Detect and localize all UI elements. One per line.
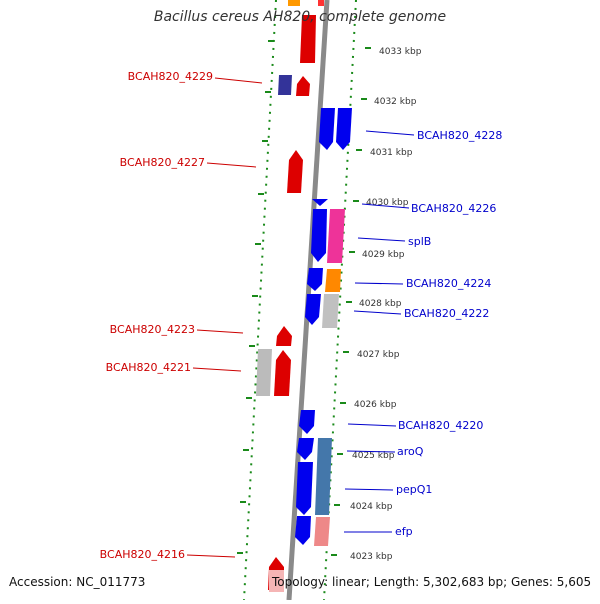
topology-text: Topology: linear; Length: 5,302,683 bp; … bbox=[272, 575, 592, 589]
gene-arrow[interactable] bbox=[327, 209, 345, 263]
kbp-tick-labels: 4033 kbp 4032 kbp 4031 kbp 4030 kbp 4029… bbox=[350, 47, 422, 562]
kbp-tick-label: 4031 kbp bbox=[370, 148, 413, 158]
kbp-tick-label: 4029 kbp bbox=[362, 250, 405, 260]
gene-arrow[interactable] bbox=[307, 268, 323, 291]
gene-label[interactable]: pepQ1 bbox=[396, 483, 432, 496]
kbp-tick-label: 4025 kbp bbox=[352, 451, 395, 461]
gene-arrow[interactable] bbox=[300, 15, 316, 63]
gene-arrow[interactable] bbox=[295, 516, 311, 545]
kbp-tick-label: 4023 kbp bbox=[350, 552, 393, 562]
genome-title: Bacillus cereus AH820, complete genome bbox=[153, 9, 447, 25]
right-leader-lines bbox=[344, 130, 415, 533]
accession-text: Accession: NC_011773 bbox=[9, 575, 146, 589]
gene-arrow[interactable] bbox=[315, 438, 332, 515]
gene-label[interactable]: splB bbox=[408, 235, 431, 248]
gene-label[interactable]: BCAH820_4216 bbox=[100, 548, 185, 561]
gene-arrow[interactable] bbox=[269, 570, 284, 592]
gene-arrow[interactable] bbox=[287, 150, 303, 193]
gene-arrow[interactable] bbox=[296, 462, 313, 515]
kbp-tick-label: 4027 kbp bbox=[357, 350, 400, 360]
kbp-tick-label: 4033 kbp bbox=[379, 47, 422, 57]
gene-arrow[interactable] bbox=[314, 517, 330, 546]
left-gene-labels: BCAH820_4229 BCAH820_4227 BCAH820_4223 B… bbox=[100, 70, 213, 561]
gene-arrow[interactable] bbox=[336, 108, 352, 150]
gene-label[interactable]: BCAH820_4222 bbox=[404, 307, 489, 320]
gene-label[interactable]: BCAH820_4229 bbox=[128, 70, 213, 83]
gene-label[interactable]: BCAH820_4220 bbox=[398, 419, 483, 432]
kbp-tick-label: 4032 kbp bbox=[374, 97, 417, 107]
right-gene-labels: BCAH820_4228 BCAH820_4226 splB BCAH820_4… bbox=[395, 129, 502, 538]
left-strand-guide bbox=[243, 0, 277, 601]
gene-arrow[interactable] bbox=[276, 326, 292, 346]
gene-arrow[interactable] bbox=[278, 75, 292, 95]
gene-arrow[interactable] bbox=[305, 294, 321, 325]
gene-arrow[interactable] bbox=[297, 438, 314, 460]
gene-arrow[interactable] bbox=[256, 349, 272, 396]
gene-label[interactable]: BCAH820_4221 bbox=[106, 361, 191, 374]
gene-arrow[interactable] bbox=[288, 0, 300, 6]
gene-arrow[interactable] bbox=[325, 269, 341, 292]
kbp-tick-label: 4028 kbp bbox=[359, 299, 402, 309]
reverse-genes bbox=[295, 108, 352, 546]
forward-genes bbox=[256, 0, 324, 592]
gene-arrow[interactable] bbox=[318, 0, 324, 6]
gene-label[interactable]: BCAH820_4223 bbox=[110, 323, 195, 336]
gene-arrow[interactable] bbox=[311, 209, 327, 262]
gene-label[interactable]: efp bbox=[395, 525, 413, 538]
gene-arrow[interactable] bbox=[296, 76, 310, 96]
left-tick-marks bbox=[237, 40, 274, 554]
kbp-tick-label: 4026 kbp bbox=[354, 400, 397, 410]
left-leader-lines bbox=[186, 77, 263, 558]
gene-arrow[interactable] bbox=[322, 294, 339, 328]
kbp-tick-label: 4030 kbp bbox=[366, 198, 409, 208]
gene-label[interactable]: BCAH820_4228 bbox=[417, 129, 502, 142]
gene-arrow[interactable] bbox=[299, 410, 315, 434]
gene-arrow[interactable] bbox=[312, 199, 328, 206]
gene-label[interactable]: BCAH820_4227 bbox=[120, 156, 205, 169]
right-tick-marks bbox=[331, 47, 371, 556]
kbp-tick-label: 4024 kbp bbox=[350, 502, 393, 512]
gene-label[interactable]: BCAH820_4224 bbox=[406, 277, 491, 290]
gene-label[interactable]: BCAH820_4226 bbox=[411, 202, 496, 215]
gene-label[interactable]: aroQ bbox=[397, 445, 424, 458]
gene-arrow[interactable] bbox=[319, 108, 335, 150]
gene-arrow[interactable] bbox=[274, 350, 291, 396]
